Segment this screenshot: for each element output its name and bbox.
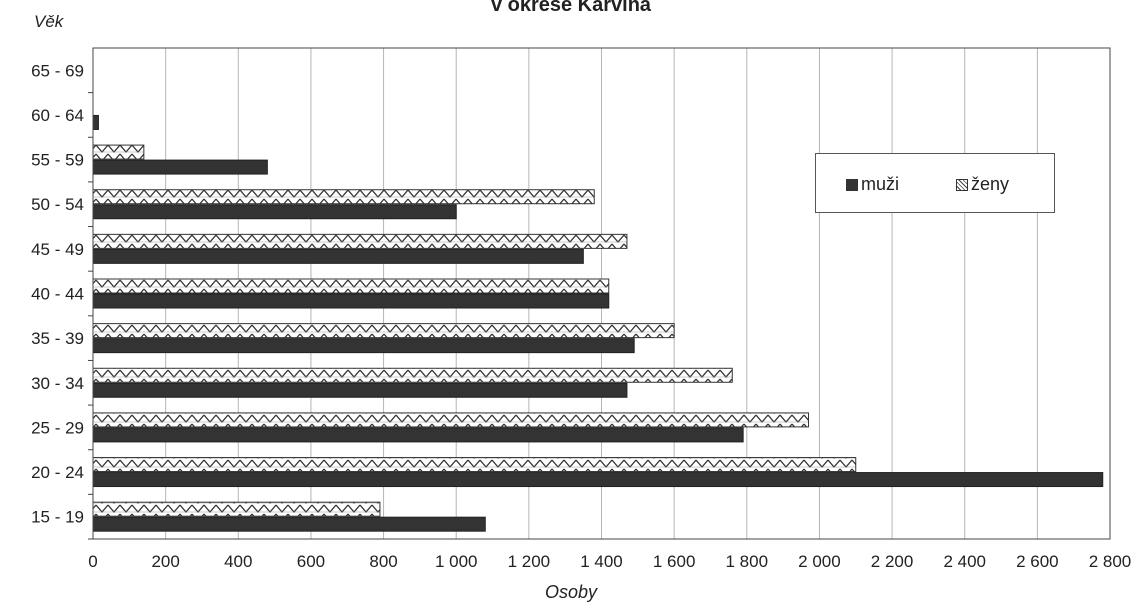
bar-men xyxy=(92,248,584,264)
chart-title: v okrese Karviná xyxy=(490,0,652,16)
legend-label-women: ženy xyxy=(971,174,1010,194)
y-tick-label: 35 - 39 xyxy=(31,329,84,348)
legend-swatch-men xyxy=(846,178,858,191)
x-tick-label: 1 400 xyxy=(580,552,623,571)
x-tick-label: 2 600 xyxy=(1016,552,1059,571)
x-tick-label: 2 400 xyxy=(943,552,986,571)
bar-women xyxy=(92,144,145,160)
legend-label-men: muži xyxy=(861,174,900,194)
y-tick-label: 55 - 59 xyxy=(31,151,84,170)
bar-women xyxy=(92,189,595,205)
bar-men xyxy=(92,382,628,398)
bar-men xyxy=(92,159,268,175)
x-tick-label: 1 800 xyxy=(726,552,769,571)
x-tick-label: 1 000 xyxy=(435,552,478,571)
y-tick-label: 60 - 64 xyxy=(31,106,84,125)
x-tick-label: 0 xyxy=(88,552,97,571)
legend-swatch-women xyxy=(956,178,968,191)
x-tick-label: 2 800 xyxy=(1089,552,1132,571)
y-tick-label: 45 - 49 xyxy=(31,240,84,259)
bar-men xyxy=(92,293,610,309)
x-axis-label: Osoby xyxy=(544,582,598,602)
y-tick-label: 40 - 44 xyxy=(31,285,84,304)
legend: muži ženy xyxy=(815,153,1055,213)
bar-women xyxy=(92,323,675,339)
y-tick-label: 30 - 34 xyxy=(31,374,84,393)
bar-men xyxy=(92,516,486,532)
y-tick-label: 25 - 29 xyxy=(31,418,84,437)
axes xyxy=(88,47,1111,540)
plot-frame xyxy=(92,47,1111,540)
x-tick-label: 1 200 xyxy=(508,552,551,571)
bar-men xyxy=(92,204,457,220)
y-tick-label: 65 - 69 xyxy=(31,61,84,80)
bar-men xyxy=(92,472,1104,488)
x-tick-label: 200 xyxy=(151,552,179,571)
y-tick-label: 50 - 54 xyxy=(31,195,84,214)
bar-women xyxy=(92,367,733,383)
bar-men xyxy=(92,338,635,354)
bar-women xyxy=(92,412,810,428)
tick-labels: 0 200 400 600 800 1 000 1 200 1 400 1 600 1 800 2 … xyxy=(31,61,1131,571)
x-tick-label: 2 200 xyxy=(871,552,914,571)
x-tick-label: 400 xyxy=(224,552,252,571)
x-tick-label: 600 xyxy=(297,552,325,571)
bar-women xyxy=(92,233,628,249)
legend-item-women: ženy xyxy=(956,174,1009,195)
legend-item-men: muži xyxy=(846,174,899,195)
x-tick-label: 2 000 xyxy=(798,552,841,571)
x-tick-label: 1 600 xyxy=(653,552,696,571)
y-tick-label: 20 - 24 xyxy=(31,463,84,482)
y-axis-label: Věk xyxy=(34,12,64,31)
bar-women xyxy=(92,278,610,294)
y-tick-label: 15 - 19 xyxy=(31,508,84,527)
x-tick-label: 800 xyxy=(369,552,397,571)
bar-women xyxy=(92,501,381,517)
bar-men xyxy=(92,114,99,130)
bar-women xyxy=(92,457,857,473)
bar-men xyxy=(92,427,744,443)
